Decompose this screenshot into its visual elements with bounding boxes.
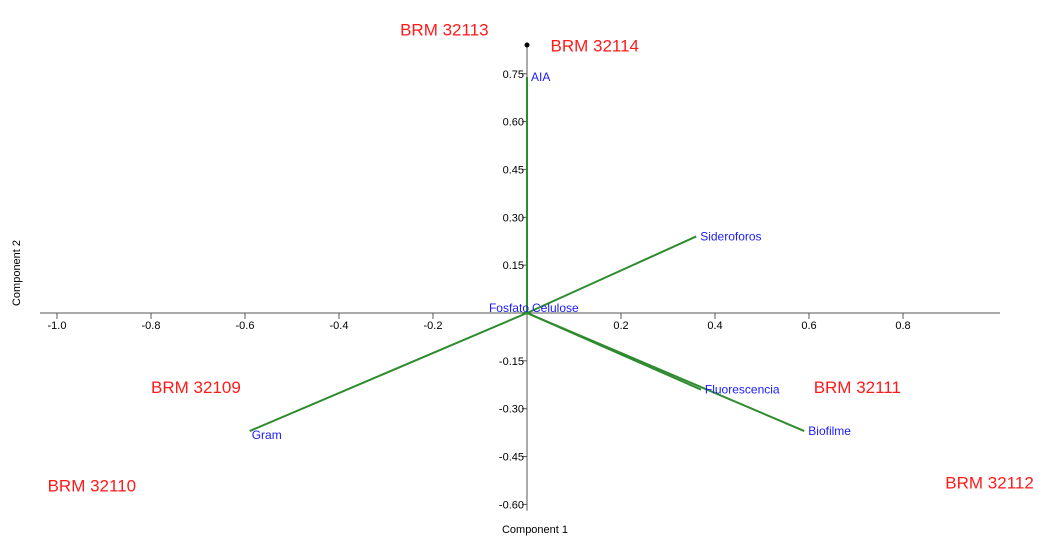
- x-tick-label: -0.6: [236, 320, 255, 332]
- vector-gram: [249, 312, 528, 432]
- data-points: [524, 42, 530, 48]
- x-tick-label: -1.0: [48, 320, 67, 332]
- strain-label: BRM 32114: [551, 36, 640, 55]
- vector-biofilme: [526, 312, 805, 432]
- y-tick-label: -0.45: [499, 452, 524, 464]
- variable-label: Fluorescencia: [705, 383, 780, 397]
- variable-label: AIA: [531, 70, 550, 84]
- strain-label: BRM 32110: [48, 477, 137, 496]
- y-tick-label: 0.60: [503, 117, 524, 129]
- variable-label: Gram: [252, 428, 282, 442]
- variable-label: Fosfato: [489, 301, 529, 315]
- y-tick-label: 0.15: [503, 260, 524, 272]
- vector-sideroforos: [526, 235, 697, 314]
- x-tick-label: 0.4: [707, 320, 722, 332]
- variable-labels: AIA Sideroforos Fosfato Celulose Fluorescenc…: [252, 70, 852, 442]
- y-axis-title: Component 2: [11, 240, 23, 306]
- variable-label: Sideroforos: [700, 229, 761, 243]
- x-tick-label: -0.8: [142, 320, 161, 332]
- x-tick-label: -0.4: [330, 320, 349, 332]
- y-tick-label: 0.45: [503, 164, 524, 176]
- y-tick-label: 0.30: [503, 212, 524, 224]
- x-axis-title: Component 1: [502, 524, 568, 536]
- strain-label: BRM 32109: [151, 378, 241, 397]
- strain-annotations: BRM 32113 BRM 32114 BRM 32109 BRM 32111 BRM …: [48, 20, 1034, 495]
- y-tick-label: -0.60: [499, 499, 524, 511]
- strain-label: BRM 32112: [945, 473, 1034, 492]
- data-point: [524, 42, 530, 48]
- x-tick-label: -0.2: [424, 320, 443, 332]
- variable-label: Biofilme: [808, 424, 851, 438]
- x-tick-label: 0.2: [613, 320, 628, 332]
- loading-vectors: [249, 76, 805, 432]
- y-tick-label: -0.15: [499, 356, 524, 368]
- strain-label: BRM 32111: [814, 378, 901, 397]
- variable-label: Celulose: [532, 301, 579, 315]
- tick-labels: -1.0 -0.8 -0.6 -0.4 -0.2 0.2 0.4 0.6 0.8 0.75 0.60…: [48, 69, 911, 512]
- strain-label: BRM 32113: [400, 20, 489, 39]
- axes: [40, 45, 1000, 511]
- y-tick-label: 0.75: [503, 69, 524, 81]
- x-tick-label: 0.8: [895, 320, 910, 332]
- x-tick-label: 0.6: [801, 320, 816, 332]
- y-tick-label: -0.30: [499, 404, 524, 416]
